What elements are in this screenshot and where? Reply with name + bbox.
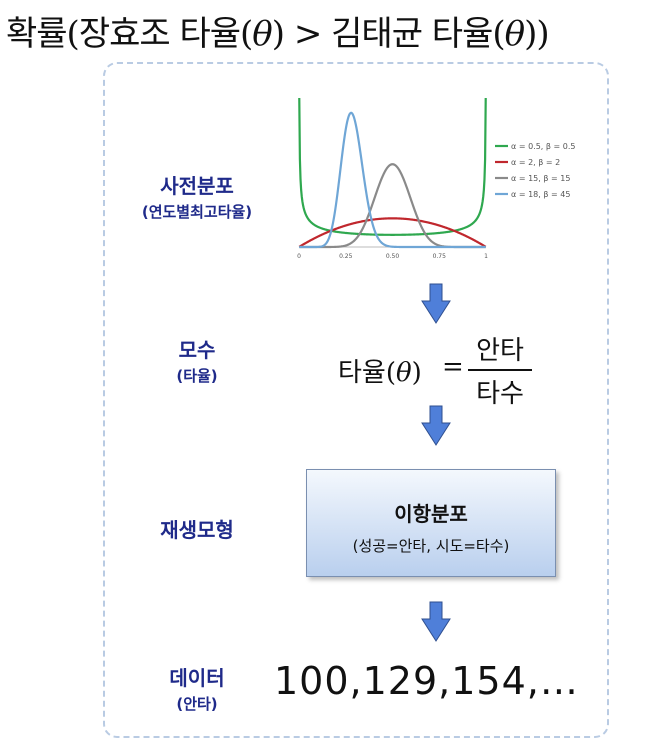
x-tick-label: 0 bbox=[297, 253, 301, 260]
legend-label: α = 18, β = 45 bbox=[511, 190, 570, 199]
prior-title: 사전분포 bbox=[160, 174, 234, 198]
data-title: 데이터 bbox=[169, 666, 225, 690]
down-arrow-icon bbox=[421, 601, 451, 642]
model-label: 재생모형 bbox=[122, 514, 272, 543]
formula-lhs: 타율(θ) bbox=[338, 358, 422, 388]
batting-average-formula: 타율(θ) = 안타 타수 bbox=[338, 330, 548, 410]
binomial-model-box: 이항분포 (성공=안타, 시도=타수) bbox=[306, 469, 556, 577]
legend-label: α = 15, β = 15 bbox=[511, 174, 570, 183]
x-tick-label: 1 bbox=[484, 253, 488, 260]
legend-label: α = 0.5, β = 0.5 bbox=[511, 142, 576, 151]
model-box-subtitle: (성공=안타, 시도=타수) bbox=[352, 537, 510, 555]
page-title: 확률(장효조 타율(θ) > 김태균 타율(θ)) bbox=[6, 14, 550, 54]
observed-hits: 100,129,154,… bbox=[274, 659, 579, 703]
down-arrow-icon bbox=[421, 405, 451, 446]
formula-denominator: 타수 bbox=[476, 379, 524, 409]
parameter-label: 모수 (타율) bbox=[132, 334, 262, 386]
fraction-bar bbox=[468, 369, 532, 371]
x-tick-label: 0.75 bbox=[433, 253, 447, 260]
legend-label: α = 2, β = 2 bbox=[511, 158, 560, 167]
prior-subtitle: (연도별최고타율) bbox=[141, 203, 253, 221]
data-subtitle: (안타) bbox=[176, 695, 218, 713]
series-line bbox=[299, 111, 486, 249]
down-arrow-icon bbox=[421, 283, 451, 324]
x-tick-label: 0.25 bbox=[339, 253, 353, 260]
series-line bbox=[298, 97, 487, 236]
formula-numerator: 안타 bbox=[476, 336, 524, 366]
chart-svg: 0 0.25 0.50 0.75 1 α = 0.5, β = 0.5 α = 2, β … bbox=[297, 97, 576, 260]
formula-equals: = bbox=[442, 352, 464, 382]
formula-fraction: 안타 타수 bbox=[468, 330, 532, 410]
diagram-panel bbox=[103, 62, 609, 738]
parameter-subtitle: (타율) bbox=[176, 367, 218, 385]
beta-prior-chart: 0 0.25 0.50 0.75 1 α = 0.5, β = 0.5 α = 2, β … bbox=[281, 94, 591, 269]
data-label: 데이터 (안타) bbox=[132, 662, 262, 714]
parameter-title: 모수 bbox=[178, 338, 216, 362]
prior-label: 사전분포 (연도별최고타율) bbox=[112, 170, 282, 222]
model-title: 재생모형 bbox=[160, 518, 234, 542]
x-tick-label: 0.50 bbox=[386, 253, 400, 260]
model-box-title: 이항분포 bbox=[394, 502, 468, 526]
